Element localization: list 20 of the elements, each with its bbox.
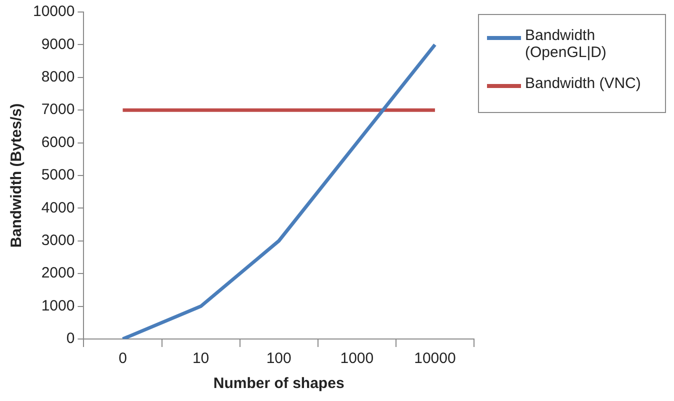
x-tick-label: 10000 <box>414 350 456 368</box>
x-tick-label: 0 <box>118 350 127 368</box>
x-axis-title: Number of shapes <box>213 375 344 392</box>
x-tick-label: 1000 <box>340 350 374 368</box>
y-tick-label: 1000 <box>41 297 75 314</box>
y-tick-label: 4000 <box>41 199 75 216</box>
y-tick-label: 10000 <box>32 3 75 20</box>
y-tick-label: 0 <box>66 330 75 348</box>
x-tick-label: 10 <box>192 350 210 368</box>
y-tick-label: 9000 <box>41 36 75 53</box>
y-tick-label: 2000 <box>41 264 75 282</box>
legend-label: Bandwidth (VNC) <box>525 75 641 92</box>
y-tick-label: 6000 <box>41 134 75 151</box>
x-tick-label: 100 <box>266 350 292 368</box>
y-tick-label: 5000 <box>41 166 75 184</box>
y-axis-title: Bandwidth (Bytes/s) <box>8 103 26 248</box>
y-tick-label: 3000 <box>41 232 75 250</box>
y-tick-label: 8000 <box>41 68 75 86</box>
legend-label: Bandwidth (OpenGL|D) <box>525 27 608 61</box>
y-tick-label: 7000 <box>41 101 75 118</box>
